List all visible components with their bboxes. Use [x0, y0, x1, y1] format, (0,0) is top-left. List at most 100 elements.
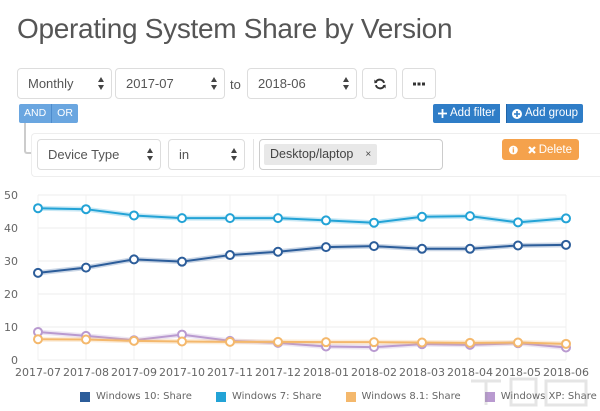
value-tag-label: Desktop/laptop	[270, 147, 354, 161]
delete-rule-button[interactable]: Delete	[502, 139, 579, 160]
data-point[interactable]	[33, 334, 43, 345]
data-point[interactable]	[321, 337, 331, 348]
data-point[interactable]	[321, 215, 331, 226]
x-tick-label: 2017-07	[15, 366, 61, 379]
series-line	[37, 243, 567, 274]
series-line	[37, 330, 567, 349]
data-point[interactable]	[33, 203, 43, 214]
y-tick-label: 0	[11, 354, 18, 367]
data-point[interactable]	[369, 217, 379, 228]
x-tick-label: 2017-10	[159, 366, 205, 379]
data-point[interactable]	[273, 336, 283, 347]
remove-tag-icon[interactable]: ×	[365, 149, 372, 160]
watermark-logo	[471, 377, 588, 407]
data-point[interactable]	[177, 336, 187, 347]
legend-item[interactable]: Windows 7: Share	[215, 391, 322, 402]
add-group-button[interactable]: Add group	[506, 104, 584, 123]
x-tick-label: 2018-06	[543, 366, 589, 379]
rule-field-select[interactable]: Device Type	[37, 139, 161, 170]
logic-or-button[interactable]: OR	[51, 104, 78, 123]
add-filter-button[interactable]: Add filter	[433, 104, 501, 123]
x-tick-label: 2017-11	[207, 366, 253, 379]
legend-item[interactable]: Windows 8.1: Share	[345, 391, 461, 402]
y-tick-label: 50	[4, 189, 18, 202]
data-point[interactable]	[561, 239, 571, 250]
legend-item[interactable]: Windows XP: Share	[484, 391, 597, 402]
data-point[interactable]	[417, 211, 427, 222]
legend-label: Windows 7: Share	[231, 391, 322, 402]
select-arrows-icon	[343, 77, 349, 90]
x-tick-label: 2017-08	[63, 366, 109, 379]
range-to-label: to	[230, 77, 241, 92]
tree-connector	[24, 123, 33, 154]
delete-label: Delete	[538, 143, 572, 156]
data-point[interactable]	[369, 241, 379, 252]
select-arrows-icon	[231, 148, 237, 161]
data-point[interactable]	[465, 211, 475, 222]
refresh-icon	[373, 78, 386, 89]
data-point[interactable]	[417, 243, 427, 254]
data-point[interactable]	[129, 254, 139, 265]
rule-operator-select[interactable]: in	[168, 139, 245, 170]
series-line	[37, 207, 567, 224]
chart-legend: Windows 10: Share Windows 7: Share Windows…	[80, 391, 597, 402]
x-tick-label: 2018-01	[303, 366, 349, 379]
data-point[interactable]	[225, 336, 235, 347]
legend-swatch-icon	[345, 391, 356, 402]
select-arrows-icon	[211, 77, 217, 90]
series-glow	[37, 205, 567, 226]
data-point[interactable]	[273, 213, 283, 224]
refresh-button[interactable]	[362, 68, 397, 99]
end-month-select[interactable]: 2018-06	[247, 68, 357, 99]
data-point[interactable]	[129, 210, 139, 221]
data-point[interactable]	[81, 334, 91, 345]
ellipsis-icon	[413, 82, 425, 85]
data-point[interactable]	[513, 240, 523, 251]
y-tick-label: 10	[4, 321, 18, 334]
select-arrows-icon	[147, 148, 153, 161]
add-group-label: Add group	[525, 107, 579, 119]
more-options-button[interactable]	[402, 68, 436, 99]
select-arrows-icon	[98, 77, 104, 90]
data-point[interactable]	[321, 242, 331, 253]
plus-icon	[438, 109, 447, 118]
data-point[interactable]	[273, 246, 283, 257]
x-tick-label: 2017-12	[255, 366, 301, 379]
x-tick-label: 2017-09	[111, 366, 157, 379]
start-month-select[interactable]: 2017-07	[115, 68, 225, 99]
interval-value: Monthly	[28, 76, 74, 91]
legend-item[interactable]: Windows 10: Share	[80, 391, 192, 402]
y-tick-label: 20	[4, 288, 18, 301]
legend-swatch-icon	[484, 391, 495, 402]
legend-label: Windows 8.1: Share	[361, 391, 461, 402]
interval-select[interactable]: Monthly	[17, 68, 112, 99]
data-point[interactable]	[465, 337, 475, 348]
data-point[interactable]	[513, 217, 523, 228]
start-month-value: 2017-07	[126, 76, 174, 91]
data-point[interactable]	[81, 262, 91, 273]
data-point[interactable]	[177, 213, 187, 224]
data-point[interactable]	[33, 267, 43, 278]
data-point[interactable]	[561, 338, 571, 349]
rule-operator-value: in	[179, 147, 190, 162]
data-point[interactable]	[513, 337, 523, 348]
rule-value-input[interactable]: Desktop/laptop ×	[259, 139, 443, 170]
data-point[interactable]	[465, 243, 475, 254]
data-point[interactable]	[417, 337, 427, 348]
legend-label: Windows 10: Share	[96, 391, 192, 402]
end-month-value: 2018-06	[258, 76, 306, 91]
data-point[interactable]	[177, 256, 187, 267]
value-tag: Desktop/laptop ×	[264, 144, 378, 165]
legend-swatch-icon	[215, 391, 226, 402]
data-point[interactable]	[225, 213, 235, 224]
page-title: Operating System Share by Version	[17, 13, 453, 44]
data-point[interactable]	[81, 204, 91, 215]
data-point[interactable]	[225, 250, 235, 261]
logic-and-button[interactable]: AND	[19, 104, 52, 123]
data-point[interactable]	[561, 213, 571, 224]
data-point[interactable]	[129, 335, 139, 346]
y-tick-label: 30	[4, 255, 18, 268]
data-point[interactable]	[369, 337, 379, 348]
x-tick-label: 2018-04	[447, 366, 493, 379]
